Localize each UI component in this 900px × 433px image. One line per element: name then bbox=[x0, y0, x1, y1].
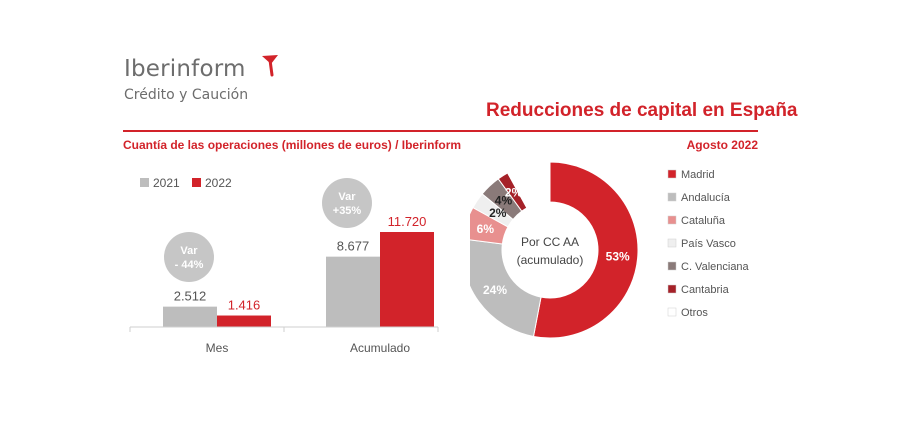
report-date: Agosto 2022 bbox=[686, 138, 758, 152]
x-tick-label-Mes: Mes bbox=[206, 341, 229, 355]
legend-label-2021: 2021 bbox=[153, 176, 180, 190]
donut-center-label-1: Por CC AA bbox=[521, 235, 579, 249]
legend-swatch-4 bbox=[667, 261, 677, 271]
variation-value-Mes: - 44% bbox=[175, 259, 204, 271]
legend-swatch-5 bbox=[667, 284, 677, 294]
bar-value-label-2021-Mes: 2.512 bbox=[174, 289, 207, 304]
legend-swatch-2022 bbox=[192, 178, 201, 187]
legend-item-1: Andalucía bbox=[681, 192, 731, 204]
donut-slice-otros bbox=[506, 161, 551, 209]
bar-2021-Mes bbox=[163, 306, 217, 327]
legend-item-5: Cantabria bbox=[681, 284, 730, 296]
legend-item-4: C. Valenciana bbox=[681, 261, 750, 273]
slice-label-5: 2% bbox=[505, 186, 523, 200]
legend-swatch-1 bbox=[667, 192, 677, 202]
bar-value-label-2022-Mes: 1.416 bbox=[228, 298, 261, 313]
legend-swatch-2021 bbox=[140, 178, 149, 187]
legend-swatch-0 bbox=[667, 169, 677, 179]
variation-bubble-Mes bbox=[164, 232, 214, 282]
variation-value-Acumulado: +35% bbox=[333, 205, 362, 217]
slice-label-2: 6% bbox=[477, 222, 495, 236]
legend-swatch-6 bbox=[667, 307, 677, 317]
legend-swatch-2 bbox=[667, 215, 677, 225]
legend-item-0: Madrid bbox=[681, 169, 715, 181]
chart-subtitle: Cuantía de las operaciones (millones de … bbox=[123, 138, 462, 152]
bar-2022-Mes bbox=[217, 315, 271, 327]
bar-2021-Acumulado bbox=[326, 256, 380, 327]
legend-item-2: Cataluña bbox=[681, 215, 726, 227]
slice-label-4: 4% bbox=[495, 193, 513, 207]
bar-value-label-2022-Acumulado: 11.720 bbox=[388, 214, 427, 229]
legend-item-3: País Vasco bbox=[681, 238, 736, 250]
bar-chart: 2021 2022 2.512 1.416 8.677 11.720 Mes Acumulad… bbox=[129, 176, 439, 355]
donut-chart: 53% 24% 6% 4%2% 2% Por CC AA (acumulado) Madrid… bbox=[470, 161, 750, 339]
brand-tagline: Crédito y Caución bbox=[124, 87, 249, 103]
legend-label-2022: 2022 bbox=[205, 176, 232, 190]
title-rule bbox=[123, 130, 758, 132]
slice-extra-label-0: 2% bbox=[489, 206, 507, 220]
variation-bubble-Acumulado bbox=[322, 178, 372, 228]
slice-label-0: 53% bbox=[606, 249, 630, 263]
chart-title: Reducciones de capital en España bbox=[486, 100, 798, 121]
slice-label-1: 24% bbox=[483, 283, 507, 297]
bar-2022-Acumulado bbox=[380, 232, 434, 327]
donut-slice-andaluc-a bbox=[470, 239, 542, 338]
variation-label-Acumulado: Var bbox=[338, 191, 356, 203]
brand-name: Iberinform bbox=[124, 56, 246, 82]
bar-value-label-2021-Acumulado: 8.677 bbox=[337, 239, 370, 254]
donut-center-label-2: (acumulado) bbox=[517, 253, 584, 267]
variation-label-Mes: Var bbox=[180, 245, 198, 257]
brand-arrow-icon bbox=[262, 55, 278, 77]
legend-item-6: Otros bbox=[681, 307, 708, 319]
x-tick-label-Acumulado: Acumulado bbox=[350, 341, 410, 355]
legend-swatch-3 bbox=[667, 238, 677, 248]
donut-slice-madrid bbox=[532, 161, 639, 339]
